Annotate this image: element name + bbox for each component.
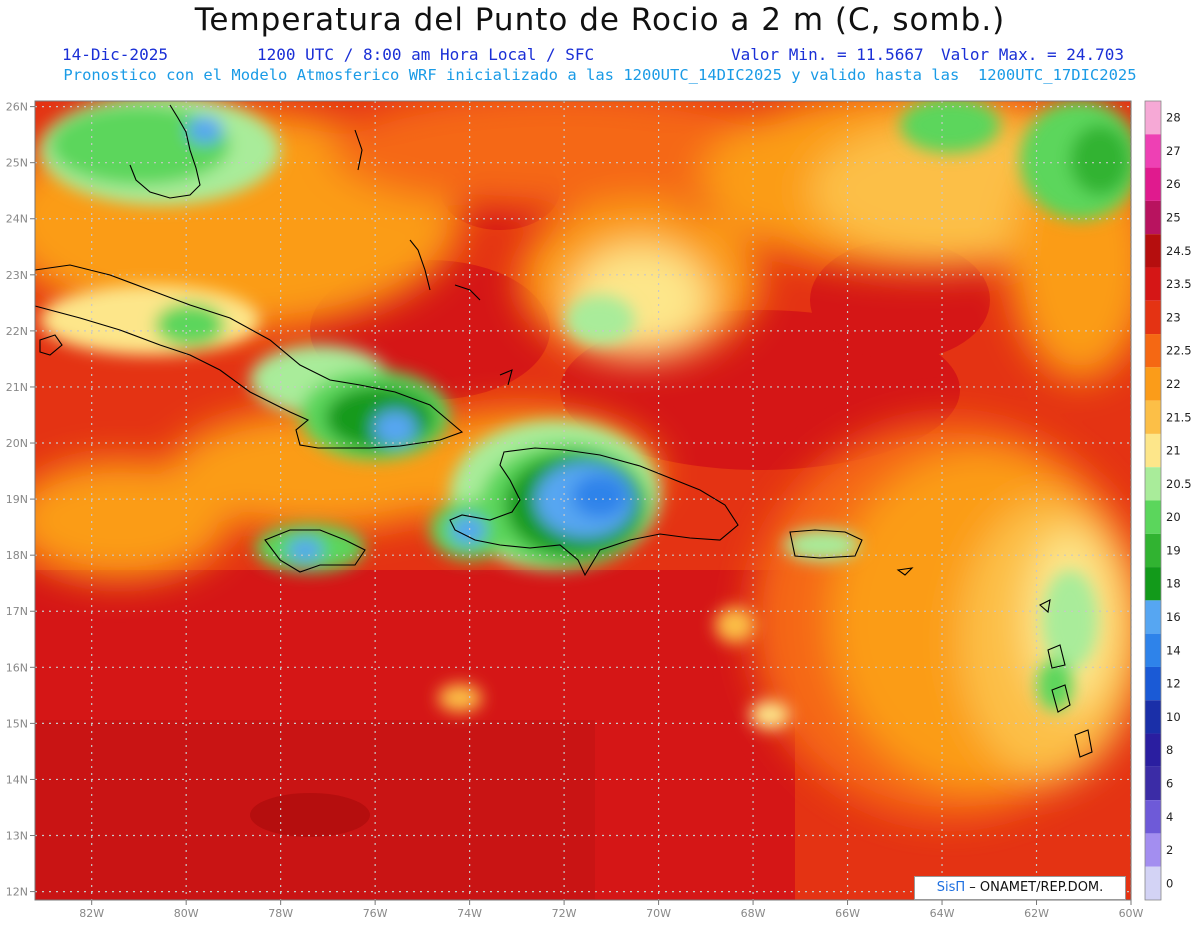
min-value-label: Valor Min. = 11.5667 (731, 45, 924, 64)
legend-swatch (1145, 800, 1161, 834)
lat-label: 26N (6, 101, 28, 114)
color-legend: 2827262524.523.52322.52221.52120.5201918… (1144, 100, 1192, 901)
legend-label: 6 (1166, 776, 1173, 790)
time-label: 1200 UTC / 8:00 am Hora Local / SFC (257, 45, 595, 64)
lat-label: 20N (6, 437, 28, 450)
lat-label: 16N (6, 661, 28, 674)
legend-label: 2 (1166, 843, 1173, 857)
lat-label: 25N (6, 157, 28, 170)
legend-label: 21 (1166, 444, 1181, 458)
axis-labels: 26N 25N 24N 23N 22N 21N 20N 19N 18N 17N 16N 15N 14N 1… (6, 101, 1144, 920)
lon-label: 68W (741, 907, 766, 920)
max-value-label: Valor Max. = 24.703 (941, 45, 1125, 64)
lat-lon-grid (35, 101, 1132, 900)
legend-swatch (1145, 134, 1161, 168)
legend-label: 10 (1166, 710, 1181, 724)
credit-box: SisΠ – ONAMET/REP.DOM. (914, 876, 1126, 900)
lon-label: 72W (552, 907, 577, 920)
legend-label: 23.5 (1166, 277, 1192, 291)
legend-swatch (1145, 267, 1161, 301)
legend-label: 8 (1166, 743, 1173, 757)
lat-label: 14N (6, 773, 28, 786)
legend-label: 22 (1166, 377, 1181, 391)
legend-swatch (1145, 334, 1161, 368)
lon-label: 70W (646, 907, 671, 920)
legend-label: 12 (1166, 677, 1181, 691)
credit-text: – ONAMET/REP.DOM. (965, 880, 1104, 895)
legend-swatch (1145, 766, 1161, 801)
legend-swatch (1145, 467, 1161, 501)
legend-label: 24.5 (1166, 244, 1192, 258)
lat-label: 24N (6, 213, 28, 226)
legend-label: 25 (1166, 211, 1181, 225)
legend-label: 23 (1166, 310, 1181, 324)
page-title: Temperatura del Punto de Rocio a 2 m (C,… (194, 2, 1006, 38)
legend-label: 14 (1166, 643, 1181, 657)
legend-swatch (1145, 234, 1161, 268)
lon-label: 66W (835, 907, 860, 920)
lon-label: 62W (1024, 907, 1049, 920)
legend-swatch (1145, 700, 1161, 734)
lat-label: 21N (6, 381, 28, 394)
lat-label: 13N (6, 830, 28, 843)
legend-swatch (1145, 367, 1161, 401)
date-label: 14-Dic-2025 (62, 45, 168, 64)
lon-label: 80W (174, 907, 199, 920)
lon-label: 74W (457, 907, 482, 920)
lat-label: 15N (6, 717, 28, 730)
legend-swatch (1145, 200, 1161, 235)
coastlines (34, 104, 1093, 758)
legend-label: 20 (1166, 510, 1181, 524)
lat-label: 12N (6, 886, 28, 899)
lon-label: 82W (79, 907, 104, 920)
legend-swatch (1145, 500, 1161, 534)
legend-swatch (1145, 866, 1161, 900)
legend-label: 0 (1166, 876, 1173, 890)
legend-label: 16 (1166, 610, 1181, 624)
legend-swatch (1145, 167, 1161, 201)
legend-swatch (1145, 101, 1161, 135)
legend-swatch (1145, 666, 1161, 701)
legend-swatch (1145, 600, 1161, 634)
plot-frame (34, 100, 1132, 901)
legend-label: 27 (1166, 144, 1181, 158)
legend-swatch (1145, 633, 1161, 667)
lon-label: 78W (268, 907, 293, 920)
lat-label: 22N (6, 325, 28, 338)
legend-swatch (1145, 567, 1161, 601)
legend-label: 4 (1166, 810, 1173, 824)
legend-frame (1144, 100, 1162, 901)
lat-label: 18N (6, 549, 28, 562)
legend-swatch (1145, 433, 1161, 468)
lon-label: 60W (1119, 907, 1144, 920)
legend-swatch (1145, 300, 1161, 335)
dewpoint-field (35, 101, 1131, 900)
legend-label: 20.5 (1166, 477, 1192, 491)
legend-label: 19 (1166, 543, 1181, 557)
lon-label: 64W (930, 907, 955, 920)
lat-label: 19N (6, 493, 28, 506)
legend-label: 22.5 (1166, 344, 1192, 358)
legend-label: 21.5 (1166, 410, 1192, 424)
legend-swatch (1145, 400, 1161, 434)
legend-swatch (1145, 833, 1161, 867)
lon-label: 76W (363, 907, 388, 920)
forecast-label: Pronostico con el Modelo Atmosferico WRF… (63, 66, 1137, 84)
legend-swatch (1145, 533, 1161, 568)
legend-label: 26 (1166, 177, 1181, 191)
legend-label: 28 (1166, 111, 1181, 125)
sispi-logo: SisΠ (936, 880, 966, 895)
lat-label: 23N (6, 269, 28, 282)
lat-label: 17N (6, 605, 28, 618)
legend-swatch (1145, 733, 1161, 767)
legend-label: 18 (1166, 577, 1181, 591)
